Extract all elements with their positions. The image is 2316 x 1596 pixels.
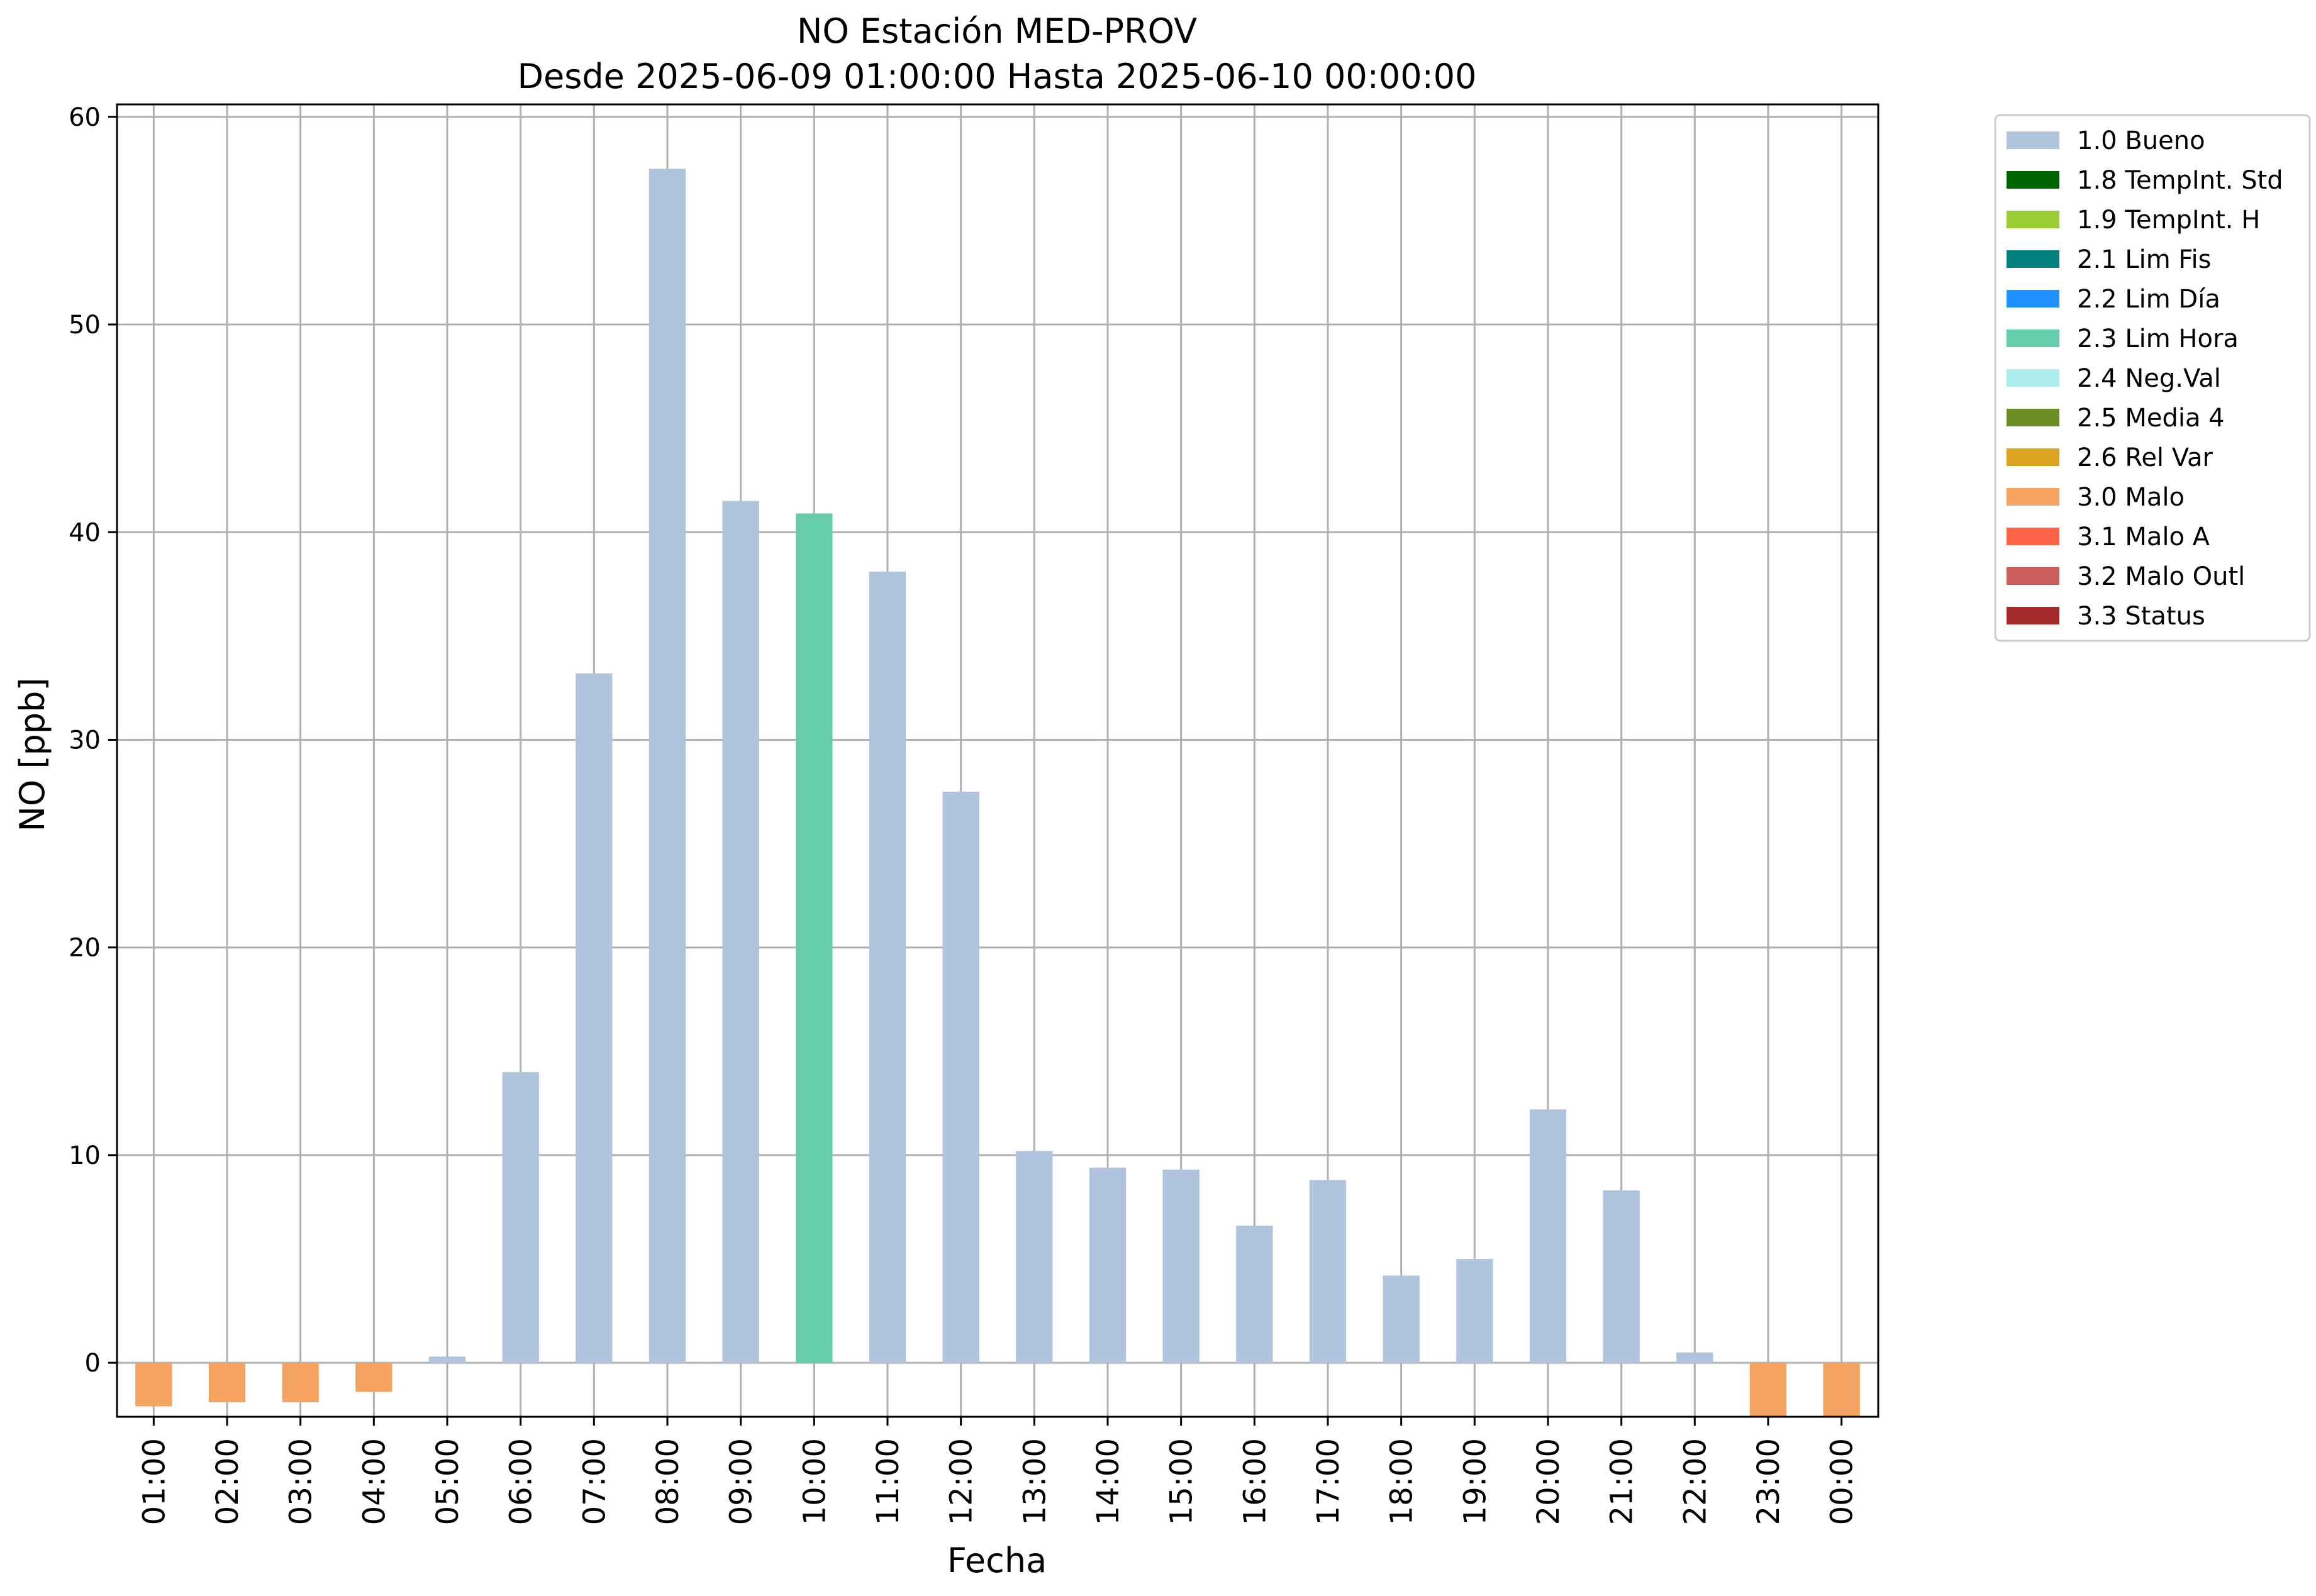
- y-tick-label: 20: [69, 934, 101, 963]
- x-tick-label: 19:00: [1457, 1438, 1493, 1525]
- plot-frame: [116, 103, 1879, 1418]
- x-tick-label: 02:00: [210, 1438, 245, 1525]
- legend-label: 3.3 Status: [2077, 602, 2205, 631]
- bar-20:00: [1529, 1109, 1567, 1363]
- bar-00:00: [1823, 1363, 1860, 1417]
- y-tick-label: 0: [85, 1349, 101, 1378]
- bar-10:00: [796, 513, 833, 1363]
- bar-08:00: [649, 169, 686, 1363]
- legend-box: [1994, 114, 2311, 642]
- x-tick-label: 16:00: [1237, 1438, 1272, 1525]
- legend-label: 3.0 Malo: [2077, 483, 2185, 512]
- bar-15:00: [1162, 1170, 1200, 1363]
- y-tick-label: 50: [69, 311, 101, 340]
- x-tick-label: 22:00: [1678, 1438, 1713, 1525]
- bar-16:00: [1236, 1226, 1273, 1363]
- legend-label: 2.3 Lim Hora: [2077, 324, 2239, 353]
- bar-19:00: [1456, 1259, 1493, 1363]
- legend-label: 2.5 Media 4: [2077, 404, 2225, 433]
- x-tick-label: 12:00: [944, 1438, 979, 1525]
- legend-swatch: [2007, 369, 2059, 387]
- x-tick-label: 10:00: [797, 1438, 832, 1525]
- y-axis-label: NO [ppb]: [13, 677, 52, 831]
- legend-label: 2.4 Neg.Val: [2077, 364, 2221, 393]
- legend-swatch: [2007, 448, 2059, 466]
- x-tick-label: 18:00: [1384, 1438, 1420, 1525]
- bar-05:00: [428, 1356, 466, 1363]
- bar-09:00: [722, 501, 759, 1363]
- legend-label: 1.9 TempInt. H: [2077, 206, 2260, 235]
- x-tick-label: 04:00: [357, 1438, 392, 1525]
- legend-swatch: [2007, 567, 2059, 585]
- legend-label: 1.0 Bueno: [2077, 126, 2205, 155]
- x-tick-label: 11:00: [871, 1438, 906, 1525]
- x-tick-label: 20:00: [1531, 1438, 1566, 1525]
- legend-label: 2.2 Lim Día: [2077, 285, 2220, 314]
- x-tick-label: 00:00: [1825, 1438, 1860, 1525]
- x-tick-label: 23:00: [1751, 1438, 1786, 1525]
- legend-swatch: [2007, 330, 2059, 347]
- legend-label: 2.6 Rel Var: [2077, 443, 2213, 472]
- x-tick-label: 17:00: [1311, 1438, 1346, 1525]
- bar-17:00: [1309, 1180, 1347, 1363]
- x-tick-label: 09:00: [724, 1438, 759, 1525]
- x-tick-label: 13:00: [1017, 1438, 1052, 1525]
- chart-subtitle: Desde 2025-06-09 01:00:00 Hasta 2025-06-…: [517, 57, 1476, 96]
- bar-01:00: [135, 1363, 172, 1407]
- x-tick-label: 05:00: [430, 1438, 465, 1525]
- legend-label: 2.1 Lim Fis: [2077, 245, 2211, 274]
- bar-21:00: [1603, 1190, 1640, 1363]
- bar-18:00: [1383, 1275, 1420, 1363]
- legend-swatch: [2007, 528, 2059, 545]
- x-tick-label: 03:00: [284, 1438, 319, 1525]
- chart-title: NO Estación MED-PROV: [797, 11, 1197, 51]
- ticks: 0 10 20 30 40 50 60 01:00 02:00 03:00 04:00 05:00 06…: [69, 103, 1860, 1526]
- x-axis-label: Fecha: [947, 1541, 1047, 1580]
- bar-22:00: [1676, 1352, 1713, 1363]
- x-tick-label: 08:00: [650, 1438, 686, 1525]
- legend-label: 3.2 Malo Outl: [2077, 562, 2245, 591]
- legend: 1.0 Bueno 1.8 TempInt. Std 1.9 TempInt. H 2…: [1994, 114, 2311, 642]
- bar-12:00: [942, 792, 979, 1363]
- bar-06:00: [502, 1072, 539, 1363]
- bar-03:00: [282, 1363, 319, 1402]
- legend-swatch: [2007, 211, 2059, 228]
- bar-13:00: [1016, 1151, 1053, 1363]
- bar-07:00: [576, 673, 613, 1363]
- legend-swatch: [2007, 409, 2059, 426]
- y-tick-label: 40: [69, 518, 101, 547]
- y-tick-label: 30: [69, 726, 101, 755]
- x-tick-label: 14:00: [1091, 1438, 1126, 1525]
- legend-swatch: [2007, 488, 2059, 506]
- bars: [135, 169, 1860, 1417]
- y-tick-label: 10: [69, 1141, 101, 1170]
- x-tick-label: 06:00: [504, 1438, 539, 1525]
- bar-11:00: [869, 571, 906, 1363]
- x-tick-label: 21:00: [1605, 1438, 1640, 1525]
- bar-04:00: [355, 1363, 392, 1392]
- x-tick-label: 07:00: [577, 1438, 612, 1525]
- x-tick-label: 01:00: [136, 1438, 172, 1525]
- legend-swatch: [2007, 131, 2059, 149]
- legend-label: 1.8 TempInt. Std: [2077, 166, 2283, 195]
- bar-14:00: [1089, 1167, 1127, 1363]
- legend-label: 3.1 Malo A: [2077, 523, 2210, 551]
- bar-02:00: [208, 1363, 246, 1402]
- bar-23:00: [1749, 1363, 1787, 1417]
- legend-swatch: [2007, 290, 2059, 308]
- legend-swatch: [2007, 607, 2059, 624]
- legend-swatch: [2007, 250, 2059, 268]
- x-tick-label: 15:00: [1164, 1438, 1200, 1525]
- legend-swatch: [2007, 171, 2059, 189]
- y-tick-label: 60: [69, 103, 101, 132]
